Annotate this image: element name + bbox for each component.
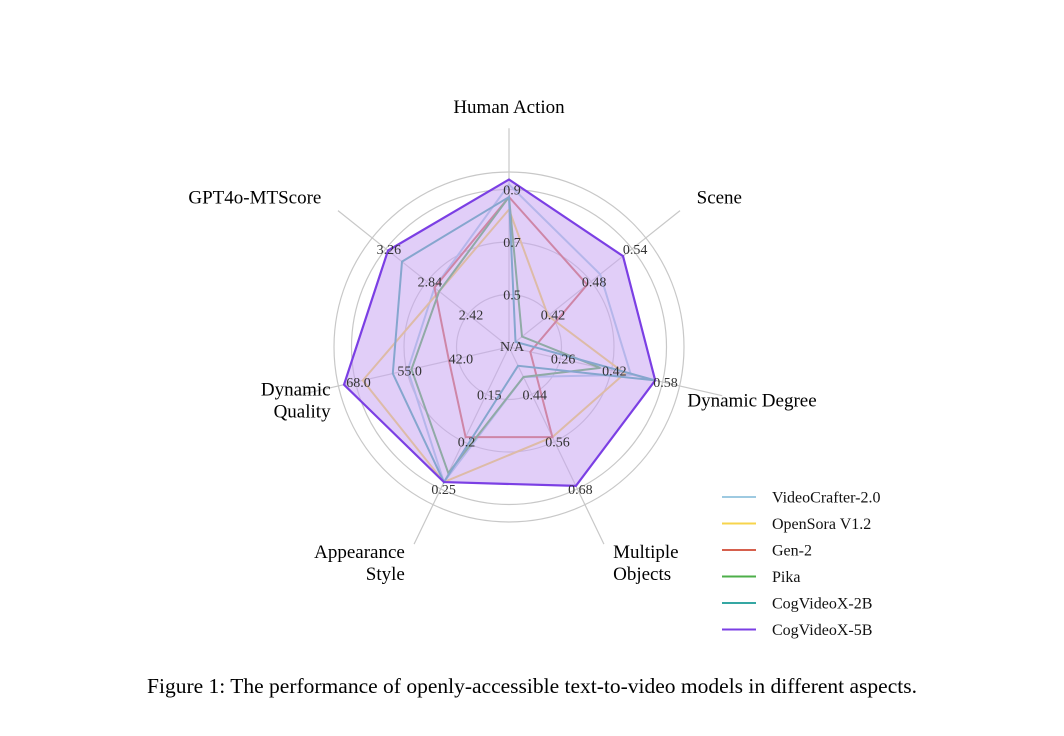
- axis-label: Appearance Style: [314, 542, 405, 585]
- legend-label: CogVideoX-2B: [772, 596, 872, 613]
- legend-label: VideoCrafter-2.0: [772, 490, 880, 507]
- tick-label: 68.0: [346, 376, 371, 391]
- tick-labels: N/A 0.5 0.7 0.9 0.42 0.48 0.54 0.26 0.42 0.58 0.44…: [346, 184, 678, 498]
- tick-label: 0.48: [582, 276, 607, 291]
- legend-label: Gen-2: [772, 543, 812, 560]
- series-polygon: [342, 178, 657, 488]
- axis-label: Human Action: [453, 97, 565, 118]
- tick-label: 0.7: [503, 236, 521, 251]
- legend-label: Pika: [772, 569, 800, 586]
- tick-label: 0.25: [431, 483, 456, 498]
- axis-label: GPT4o-MTScore: [188, 187, 321, 208]
- tick-label: 3.26: [377, 243, 402, 258]
- axis-label: Scene: [697, 187, 742, 208]
- axis-label: Dynamic Quality: [261, 379, 331, 422]
- tick-label: 0.68: [568, 483, 593, 498]
- tick-label: 0.42: [541, 308, 566, 323]
- axis-label: Dynamic Degree: [687, 390, 816, 411]
- center-tick-label: N/A: [500, 340, 525, 355]
- tick-label: 0.54: [623, 243, 648, 258]
- tick-label: 42.0: [449, 353, 474, 368]
- tick-label: 0.2: [458, 436, 476, 451]
- tick-label: 55.0: [397, 364, 422, 379]
- legend-label: OpenSora V1.2: [772, 516, 871, 533]
- figure-caption: Figure 1: The performance of openly-acce…: [147, 674, 917, 698]
- axis-names: Human Action Scene Dynamic Degree Multiple O…: [188, 97, 816, 585]
- tick-label: 0.58: [653, 376, 678, 391]
- tick-label: 0.9: [503, 184, 521, 199]
- tick-label: 0.44: [523, 388, 548, 403]
- tick-label: 0.15: [477, 388, 502, 403]
- axis-label: Multiple Objects: [613, 542, 678, 585]
- tick-label: 0.56: [545, 436, 570, 451]
- series: [342, 178, 657, 488]
- tick-label: 2.42: [459, 308, 484, 323]
- legend: VideoCrafter-2.0 OpenSora V1.2 Gen-2 Pika Co…: [722, 490, 880, 639]
- tick-label: 0.42: [602, 364, 627, 379]
- tick-label: 0.26: [551, 353, 576, 368]
- legend-label: CogVideoX-5B: [772, 622, 872, 639]
- tick-label: 0.5: [503, 289, 521, 304]
- tick-label: 2.84: [418, 276, 443, 291]
